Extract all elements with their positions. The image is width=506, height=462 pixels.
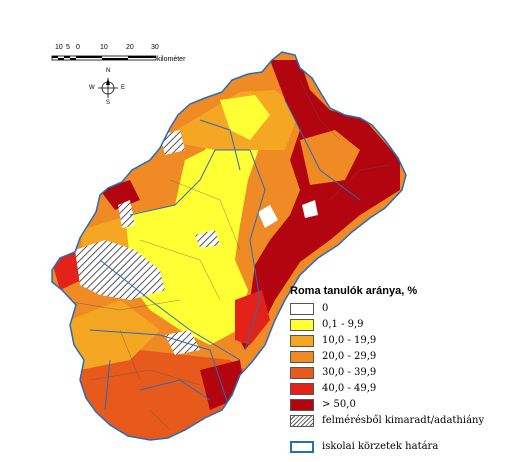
legend-swatch: [290, 350, 314, 363]
compass-rose-icon: [98, 78, 118, 98]
legend-label: 40,0 - 49,9: [322, 383, 377, 394]
region-missing-data: [195, 230, 220, 248]
legend-row: 0,1 - 9,9: [290, 317, 500, 332]
region-southwest-orange: [70, 300, 160, 370]
scale-tick-label: 10: [55, 44, 63, 51]
district-boundaries: [89, 99, 361, 411]
scale-tick-label: 30: [151, 44, 159, 51]
legend-swatch: [290, 334, 314, 347]
legend-label: 10,0 - 19,9: [322, 335, 377, 346]
hatch-swatch: [290, 414, 314, 427]
legend-row: > 50,0: [290, 397, 500, 412]
legend-label: 20,0 - 29,9: [322, 351, 377, 362]
scale-bar: [51, 55, 157, 61]
legend-label: 30,0 - 39,9: [322, 367, 377, 378]
scale-tick-label: 5: [66, 44, 70, 51]
legend-row: 30,0 - 39,9: [290, 365, 500, 380]
legend-title: Roma tanulók aránya, %: [290, 285, 418, 297]
compass-east: E: [121, 85, 126, 91]
compass-north: N: [106, 68, 111, 74]
legend-label: 0: [322, 303, 329, 314]
legend-row: 0: [290, 301, 500, 316]
legend-row-missing: felmérésből kimaradt/adathiány: [290, 413, 500, 428]
legend-row-boundary: iskolai körzetek határa: [290, 439, 500, 454]
compass-west: W: [89, 85, 95, 91]
legend-label: felmérésből kimaradt/adathiány: [322, 415, 485, 426]
legend-row: 20,0 - 29,9: [290, 349, 500, 364]
region-north-yellow: [220, 95, 270, 140]
region-missing-data: [118, 200, 135, 228]
legend-label: 0,1 - 9,9: [322, 319, 364, 330]
municipality-lines: [59, 79, 391, 431]
compass-south: S: [106, 100, 111, 106]
boundary-swatch: [290, 440, 314, 453]
legend-swatch: [290, 318, 314, 331]
scale-tick-label: 10: [100, 44, 108, 51]
legend-row: 40,0 - 49,9: [290, 381, 500, 396]
legend-swatch: [290, 366, 314, 379]
map-legend: Roma tanulók aránya, % 0 0,1 - 9,9 10,0 - …: [290, 285, 500, 455]
legend-row: 10,0 - 19,9: [290, 333, 500, 348]
scale-unit: kilométer: [157, 56, 186, 63]
legend-swatch: [290, 398, 314, 411]
legend-label: > 50,0: [322, 399, 356, 410]
legend-swatch: [290, 382, 314, 395]
scale-labels: 10 5 0 10 20 30: [50, 44, 170, 54]
region-east-darkred: [235, 60, 400, 350]
region-missing-data: [165, 330, 200, 355]
region-missing-data: [75, 240, 165, 300]
scale-tick-label: 20: [126, 44, 134, 51]
legend-label: iskolai körzetek határa: [322, 441, 439, 452]
region-east-orange: [300, 130, 360, 185]
scale-tick-label: 0: [76, 44, 80, 51]
region-zero: [258, 205, 278, 228]
region-zero: [302, 200, 318, 218]
legend-swatch: [290, 302, 314, 315]
region-east-red: [235, 290, 270, 345]
